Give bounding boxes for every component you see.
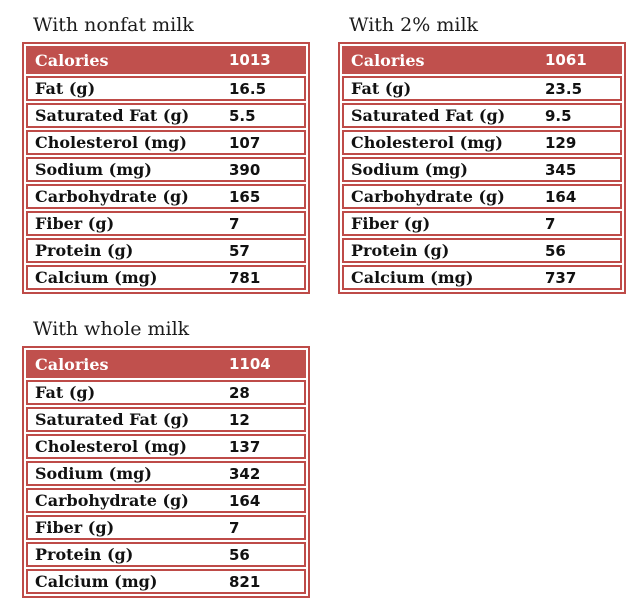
nutrition-table-nonfat-milk: With nonfat milk Calories 1013 Fat (g) 1… xyxy=(22,12,310,294)
nutrition-table-whole-milk: With whole milk Calories 1104 Fat (g) 28… xyxy=(22,316,310,598)
nutrient-label: Carbohydrate (g) xyxy=(35,187,189,206)
nutrient-value: 16.5 xyxy=(229,79,267,98)
nutrient-value: 28 xyxy=(229,383,250,402)
table-header-row: Calories 1104 xyxy=(26,350,306,378)
nutrient-label: Calories xyxy=(351,50,425,70)
table-row: Calcium (mg) 737 xyxy=(342,265,622,290)
table-header-row: Calories 1013 xyxy=(26,46,306,74)
nutrition-table: Calories 1061 Fat (g) 23.5 Saturated Fat… xyxy=(338,42,626,294)
nutrient-value: 1061 xyxy=(545,51,587,69)
nutrient-value: 1104 xyxy=(229,355,271,373)
table-row: Cholesterol (mg) 137 xyxy=(26,434,306,459)
table-row: Calcium (mg) 821 xyxy=(26,569,306,594)
table-row: Protein (g) 57 xyxy=(26,238,306,263)
table-title: With nonfat milk xyxy=(33,14,194,36)
nutrient-label: Sodium (mg) xyxy=(35,464,152,483)
nutrient-label: Calcium (mg) xyxy=(351,268,474,287)
nutrient-label: Saturated Fat (g) xyxy=(351,106,506,125)
nutrient-label: Protein (g) xyxy=(35,241,134,260)
nutrient-value: 57 xyxy=(229,241,250,260)
nutrient-value: 164 xyxy=(545,187,577,206)
nutrient-label: Calcium (mg) xyxy=(35,572,158,591)
nutrient-value: 390 xyxy=(229,160,261,179)
nutrient-label: Saturated Fat (g) xyxy=(35,106,190,125)
table-title: With 2% milk xyxy=(349,14,479,36)
nutrient-label: Sodium (mg) xyxy=(351,160,468,179)
table-row: Cholesterol (mg) 107 xyxy=(26,130,306,155)
nutrient-value: 23.5 xyxy=(545,79,583,98)
nutrition-table: Calories 1013 Fat (g) 16.5 Saturated Fat… xyxy=(22,42,310,294)
nutrient-value: 7 xyxy=(229,214,240,233)
nutrient-value: 56 xyxy=(229,545,250,564)
nutrient-value: 137 xyxy=(229,437,261,456)
table-row: Cholesterol (mg) 129 xyxy=(342,130,622,155)
nutrient-value: 7 xyxy=(229,518,240,537)
nutrient-label: Carbohydrate (g) xyxy=(351,187,505,206)
nutrient-value: 821 xyxy=(229,572,261,591)
nutrient-label: Cholesterol (mg) xyxy=(351,133,503,152)
nutrient-label: Calcium (mg) xyxy=(35,268,158,287)
table-row: Sodium (mg) 342 xyxy=(26,461,306,486)
table-row: Protein (g) 56 xyxy=(342,238,622,263)
nutrient-value: 737 xyxy=(545,268,577,287)
nutrient-label: Cholesterol (mg) xyxy=(35,437,187,456)
table-row: Fat (g) 23.5 xyxy=(342,76,622,101)
nutrient-label: Calories xyxy=(35,50,109,70)
nutrient-value: 342 xyxy=(229,464,261,483)
table-row: Fiber (g) 7 xyxy=(342,211,622,236)
table-row: Saturated Fat (g) 9.5 xyxy=(342,103,622,128)
nutrient-value: 1013 xyxy=(229,51,271,69)
nutrient-value: 129 xyxy=(545,133,577,152)
nutrient-label: Protein (g) xyxy=(35,545,134,564)
nutrient-label: Cholesterol (mg) xyxy=(35,133,187,152)
nutrient-value: 781 xyxy=(229,268,261,287)
table-row: Protein (g) 56 xyxy=(26,542,306,567)
table-row: Saturated Fat (g) 12 xyxy=(26,407,306,432)
nutrient-value: 345 xyxy=(545,160,577,179)
table-row: Fiber (g) 7 xyxy=(26,211,306,236)
table-row: Sodium (mg) 390 xyxy=(26,157,306,182)
nutrient-label: Protein (g) xyxy=(351,241,450,260)
nutrient-label: Fat (g) xyxy=(35,383,96,402)
table-header-row: Calories 1061 xyxy=(342,46,622,74)
nutrient-label: Fiber (g) xyxy=(35,518,115,537)
nutrient-value: 56 xyxy=(545,241,566,260)
table-row: Fat (g) 16.5 xyxy=(26,76,306,101)
table-row: Calcium (mg) 781 xyxy=(26,265,306,290)
table-row: Sodium (mg) 345 xyxy=(342,157,622,182)
nutrient-label: Fat (g) xyxy=(35,79,96,98)
nutrition-table: Calories 1104 Fat (g) 28 Saturated Fat (… xyxy=(22,346,310,598)
nutrient-label: Fat (g) xyxy=(351,79,412,98)
table-row: Carbohydrate (g) 164 xyxy=(26,488,306,513)
nutrient-value: 7 xyxy=(545,214,556,233)
table-row: Saturated Fat (g) 5.5 xyxy=(26,103,306,128)
nutrition-table-2pct-milk: With 2% milk Calories 1061 Fat (g) 23.5 … xyxy=(338,12,626,294)
nutrient-label: Saturated Fat (g) xyxy=(35,410,190,429)
nutrient-value: 9.5 xyxy=(545,106,572,125)
nutrient-label: Sodium (mg) xyxy=(35,160,152,179)
table-row: Carbohydrate (g) 164 xyxy=(342,184,622,209)
nutrient-value: 165 xyxy=(229,187,261,206)
nutrient-value: 12 xyxy=(229,410,250,429)
nutrient-value: 5.5 xyxy=(229,106,256,125)
table-row: Carbohydrate (g) 165 xyxy=(26,184,306,209)
table-row: Fiber (g) 7 xyxy=(26,515,306,540)
nutrient-value: 107 xyxy=(229,133,261,152)
nutrient-label: Fiber (g) xyxy=(351,214,431,233)
table-title: With whole milk xyxy=(33,318,190,340)
nutrient-label: Carbohydrate (g) xyxy=(35,491,189,510)
nutrient-label: Calories xyxy=(35,354,109,374)
table-row: Fat (g) 28 xyxy=(26,380,306,405)
nutrient-label: Fiber (g) xyxy=(35,214,115,233)
nutrient-value: 164 xyxy=(229,491,261,510)
